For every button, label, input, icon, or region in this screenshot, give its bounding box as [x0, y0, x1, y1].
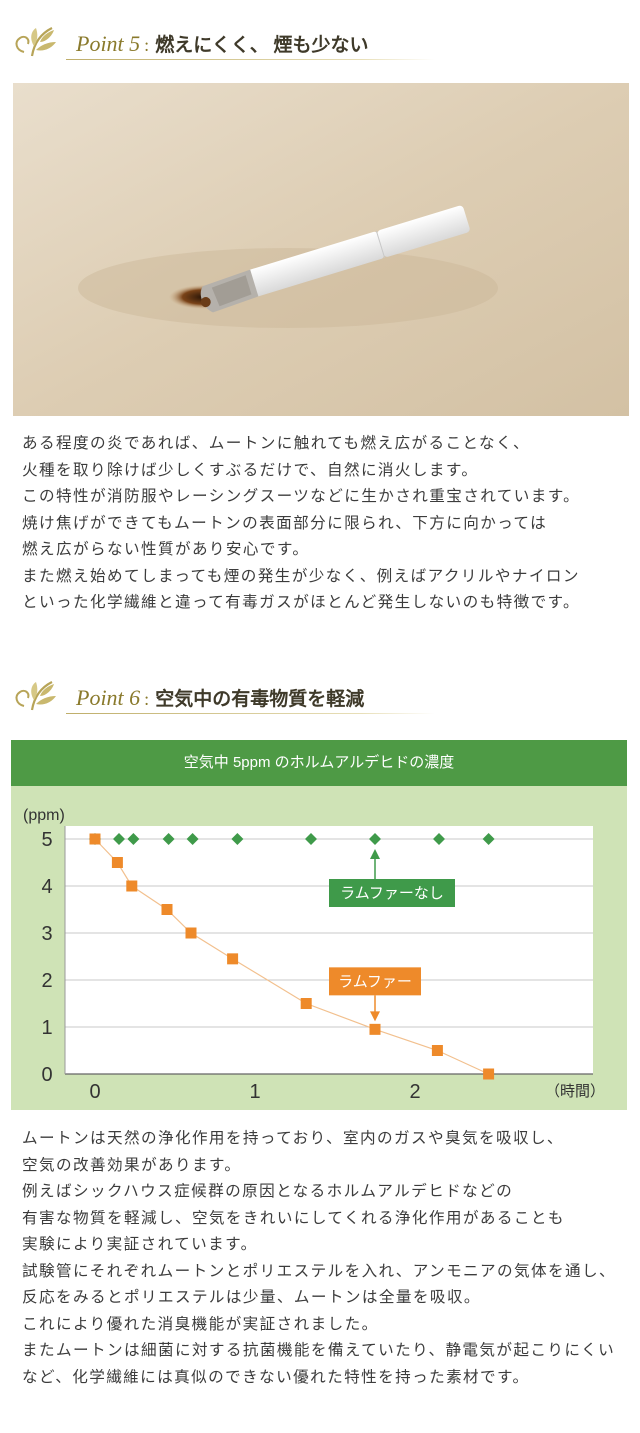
point6-heading: Point 6: 空気中の有毒物質を軽減: [76, 685, 365, 710]
data-point-lamb-fur: [161, 904, 173, 915]
data-point-lamb-fur: [483, 1068, 495, 1080]
paragraph-line: これにより優れた消臭機能が実証されました。: [22, 1314, 379, 1333]
header-divider: [66, 59, 435, 60]
paragraph-line: 焼け焦げができてもムートンの表面部分に限られ、下方に向かっては: [22, 513, 548, 532]
y-tick-label: 4: [41, 876, 52, 898]
y-axis-label: (ppm): [23, 807, 65, 824]
header-divider: [66, 713, 435, 714]
data-point-no-lamb-fur: [305, 833, 317, 845]
y-tick-label: 5: [41, 829, 52, 851]
paragraph-line: この特性が消防服やレーシングスーツなどに生かされ重宝されています。: [22, 487, 581, 505]
x-axis-label: （時間）: [545, 1083, 605, 1100]
paragraph-line: 実験により実証されています。: [22, 1235, 258, 1253]
chart-title: 空気中 5ppm のホルムアルデヒドの濃度: [183, 754, 455, 771]
data-point-no-lamb-fur: [433, 833, 445, 845]
paragraph-line: 試験管にそれぞれムートンとポリエステルを入れ、アンモニアの気体を通し、: [22, 1261, 617, 1280]
annotation-box: [329, 879, 455, 907]
point6-paragraph: ムートンは天然の浄化作用を持っており、室内のガスや臭気を吸収し、 空気の改善効果…: [22, 1125, 622, 1390]
y-tick-label: 3: [41, 923, 52, 945]
data-point-lamb-fur: [227, 953, 239, 965]
paragraph-line: 有害な物質を軽減し、空気をきれいにしてくれる浄化作用があることも: [22, 1208, 565, 1227]
annotation-label: ラムファーなし: [340, 885, 444, 902]
formaldehyde-chart-panel: 空気中 5ppm のホルムアルデヒドの濃度 0 1 2 3 4 5 0 1 2 (ppm) （時間）…: [11, 740, 627, 1110]
point5-paragraph: ある程度の炎であれば、ムートンに触れても燃え広がることなく、 火種を取り除けば少…: [22, 430, 622, 616]
paragraph-line: 例えばシックハウス症候群の原因となるホルムアルデヒドなどの: [22, 1182, 514, 1200]
y-tick-label: 0: [41, 1064, 52, 1086]
point-number: Point 5: [76, 31, 141, 56]
data-point-lamb-fur: [89, 833, 101, 845]
annotation-arrowhead: [370, 1011, 380, 1022]
series-line-lamb-fur: [94, 838, 489, 1075]
data-point-lamb-fur: [369, 1023, 381, 1035]
x-tick-label: 0: [89, 1081, 100, 1103]
leaf-ornament-icon: [15, 681, 56, 711]
point5-header: Point 5: 燃えにくく、 煙も少ない: [10, 22, 435, 62]
plot-area: [65, 826, 593, 1074]
paragraph-line: 反応をみるとポリエステルは少量、ムートンは全量を吸収。: [22, 1288, 481, 1306]
data-point-no-lamb-fur: [231, 833, 244, 845]
x-tick-label: 1: [249, 1081, 260, 1103]
data-point-no-lamb-fur: [162, 833, 175, 845]
annotation-box: [329, 967, 421, 996]
point-title: 空気中の有毒物質を軽減: [155, 689, 365, 710]
annotation-label: ラムファー: [338, 973, 412, 990]
paragraph-line: など、化学繊維には真似のできない優れた特性を持った素材です。: [22, 1367, 530, 1386]
paragraph-line: 火種を取り除けば少しくすぶるだけで、自然に消火します。: [22, 460, 479, 479]
point5-heading: Point 5: 燃えにくく、 煙も少ない: [76, 31, 369, 56]
data-point-lamb-fur: [185, 927, 197, 939]
data-point-no-lamb-fur: [482, 833, 495, 845]
point-title: 燃えにくく、 煙も少ない: [155, 35, 369, 56]
y-tick-label: 2: [41, 970, 52, 992]
y-tick-label: 1: [41, 1017, 52, 1039]
paragraph-line: またムートンは細菌に対する抗菌機能を備えていたり、静電気が起こりにくい: [22, 1341, 616, 1359]
chart-title-bar: [11, 740, 627, 786]
annotation-arrowhead: [370, 849, 380, 859]
paragraph-line: 空気の改善効果があります。: [22, 1155, 242, 1174]
data-point-no-lamb-fur: [186, 833, 199, 845]
data-point-no-lamb-fur: [113, 833, 125, 845]
data-point-no-lamb-fur: [369, 833, 381, 845]
cigarette-on-fur-photo: [13, 83, 629, 416]
data-point-lamb-fur: [126, 880, 138, 892]
point-number: Point 6: [76, 685, 141, 710]
paragraph-line: ムートンは天然の浄化作用を持っており、室内のガスや臭気を吸収し、: [22, 1129, 564, 1147]
point6-header: Point 6: 空気中の有毒物質を軽減: [10, 676, 435, 716]
data-point-lamb-fur: [111, 857, 123, 868]
x-tick-label: 2: [409, 1081, 420, 1103]
data-point-lamb-fur: [300, 998, 312, 1009]
paragraph-line: ある程度の炎であれば、ムートンに触れても燃え広がることなく、: [22, 434, 530, 452]
paragraph-line: といった化学繊維と違って有毒ガスがほとんど発生しないのも特徴です。: [22, 593, 580, 611]
leaf-ornament-icon: [15, 27, 56, 57]
paragraph-line: また燃え始めてしまっても煙の発生が少なく、例えばアクリルやナイロン: [22, 566, 580, 585]
paragraph-line: 燃え広がらない性質があり安心です。: [22, 540, 310, 558]
data-point-lamb-fur: [431, 1045, 443, 1056]
